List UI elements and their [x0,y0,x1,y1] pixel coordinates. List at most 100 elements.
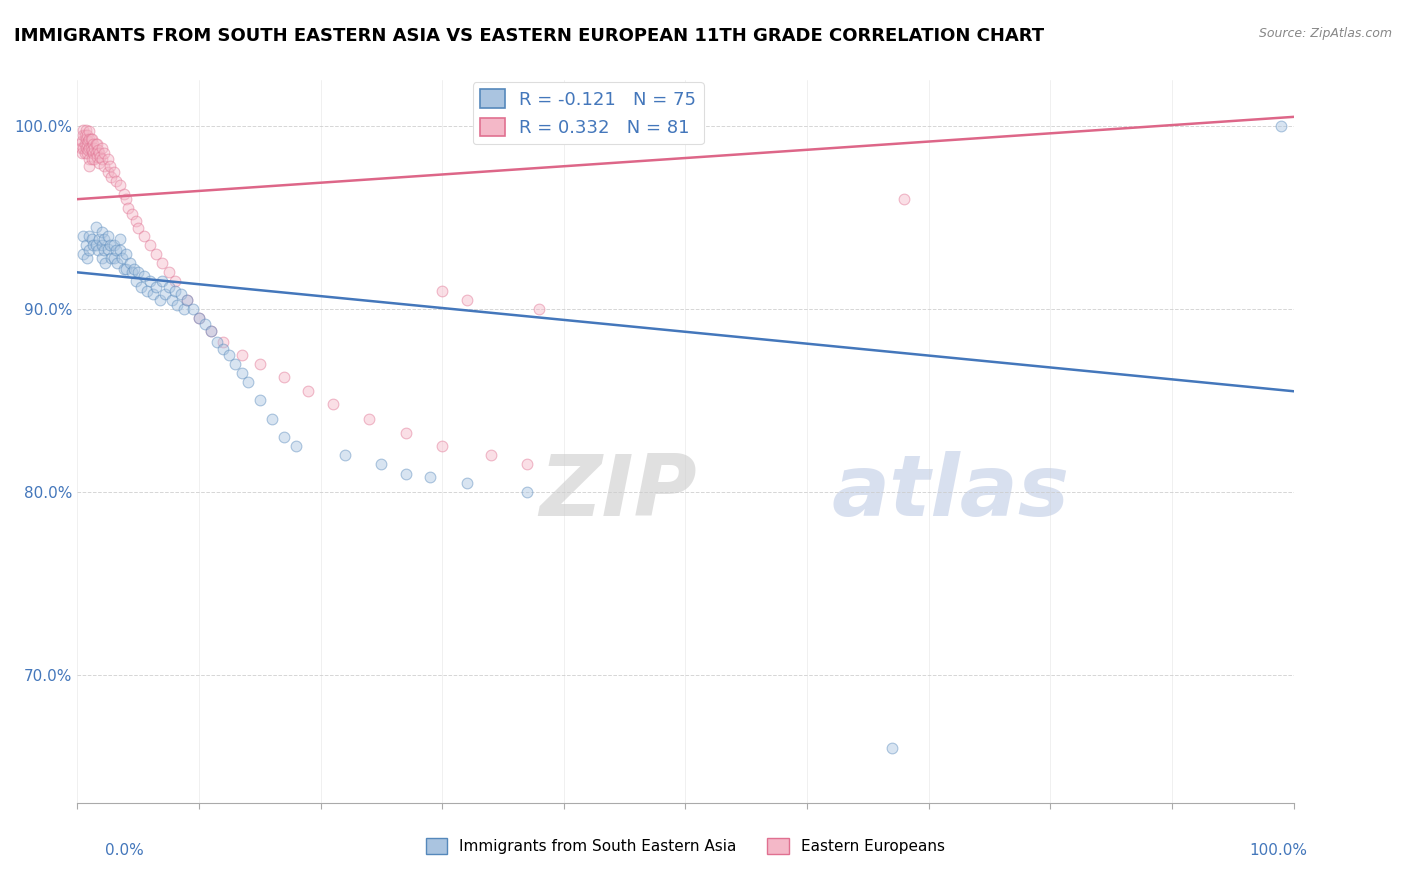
Point [142,287,165,301]
Point [70,134,93,148]
Point [285,439,308,453]
Point [117,202,139,216]
Point [72,128,94,143]
Point [86,137,108,152]
Point [79,159,101,173]
Point [273,430,295,444]
Point [98,238,121,252]
Point [100,170,122,185]
Point [121,207,143,221]
Point [93,244,115,258]
Point [73,146,96,161]
Point [83,152,105,166]
Point [80,132,103,146]
Point [90,141,112,155]
Point [139,275,162,289]
Point [430,439,453,453]
Point [82,146,104,161]
Point [80,232,103,246]
Point [90,251,112,265]
Point [76,137,98,152]
Point [97,242,120,256]
Point [115,261,138,276]
Text: Source: ZipAtlas.com: Source: ZipAtlas.com [1258,27,1392,40]
Point [73,128,96,143]
Point [163,284,186,298]
Point [516,484,538,499]
Point [89,155,111,169]
Point [108,178,131,192]
Point [149,293,172,307]
Point [82,238,104,252]
Point [173,301,195,316]
Point [194,317,217,331]
Point [224,357,246,371]
Point [72,122,94,136]
Point [125,214,148,228]
Point [176,293,198,307]
Point [115,192,138,206]
Text: ZIP: ZIP [540,450,697,533]
Point [205,334,228,349]
Point [76,128,98,143]
Point [139,238,162,252]
Point [1270,119,1292,133]
Point [333,448,356,462]
Point [89,150,111,164]
Point [273,369,295,384]
Point [79,132,101,146]
Point [98,159,121,173]
Point [127,221,149,235]
Point [70,141,93,155]
Point [103,251,125,265]
Point [419,470,441,484]
Point [79,244,101,258]
Text: 100.0%: 100.0% [1250,843,1308,858]
Point [249,357,271,371]
Point [135,284,157,298]
Point [80,143,103,157]
Point [297,384,319,399]
Point [103,165,125,179]
Point [370,458,392,472]
Point [479,448,502,462]
Point [89,232,111,246]
Point [112,261,135,276]
Point [124,261,146,276]
Point [90,238,112,252]
Point [86,150,108,164]
Point [84,219,107,234]
Point [170,287,193,301]
Point [134,268,156,283]
Point [80,141,103,155]
Point [111,251,134,265]
Point [75,141,97,155]
Point [84,146,107,161]
Point [89,146,111,161]
Point [70,146,93,161]
Point [188,311,211,326]
Point [75,122,97,136]
Point [90,225,112,239]
Y-axis label: 11th Grade: 11th Grade [0,398,3,485]
Point [108,232,131,246]
Point [163,275,186,289]
Point [80,132,103,146]
Text: IMMIGRANTS FROM SOUTH EASTERN ASIA VS EASTERN EUROPEAN 11TH GRADE CORRELATION CH: IMMIGRANTS FROM SOUTH EASTERN ASIA VS EA… [14,27,1045,45]
Point [157,265,180,279]
Point [395,467,418,481]
Point [97,152,120,166]
Point [77,134,100,148]
Point [322,397,344,411]
Point [107,256,129,270]
Point [176,293,198,307]
Point [100,251,122,265]
Point [83,141,105,155]
Point [75,238,97,252]
Point [231,366,253,380]
Point [157,280,180,294]
Point [200,324,222,338]
Point [118,256,141,270]
Legend: Immigrants from South Eastern Asia, Eastern Europeans: Immigrants from South Eastern Asia, East… [420,832,950,860]
Point [395,426,418,441]
